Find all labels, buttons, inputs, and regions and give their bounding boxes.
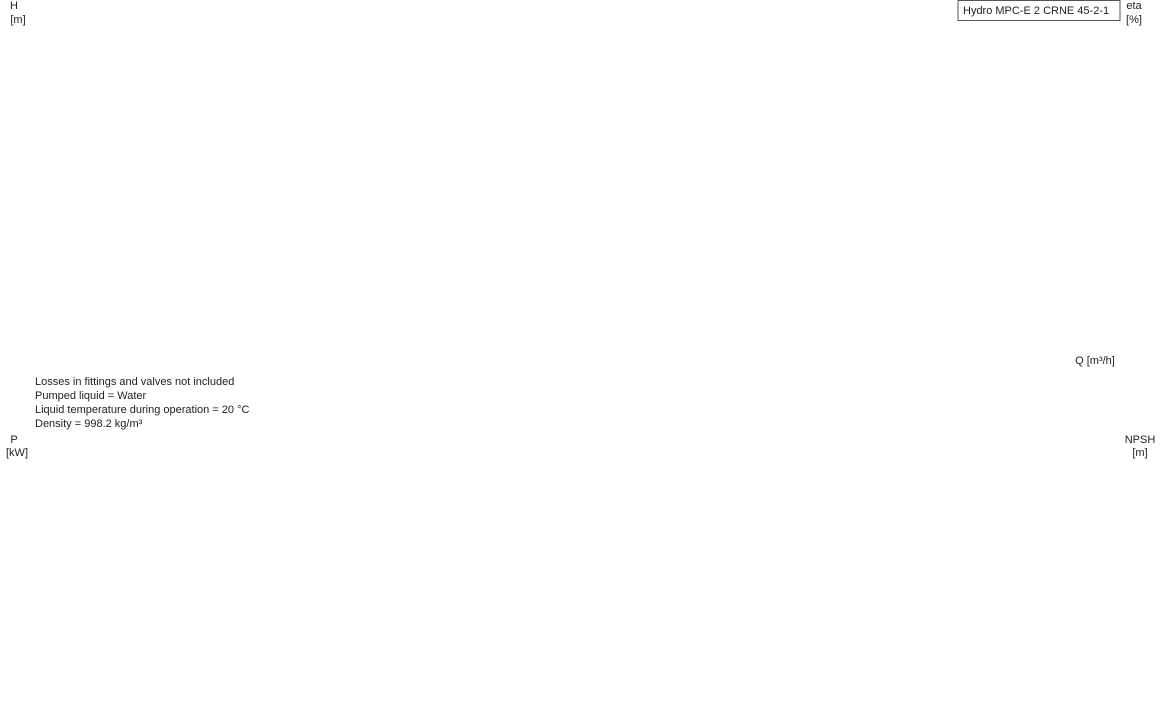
x-axis-label: Q [m³/h] — [1075, 355, 1115, 367]
note: Liquid temperature during operation = 20… — [35, 404, 250, 416]
y-axis-unit: [m] — [10, 14, 25, 26]
y2-axis-unit: [m] — [1132, 447, 1147, 459]
y2-axis-label: eta — [1126, 0, 1142, 12]
y-axis-label: H — [10, 0, 18, 12]
chart-title: Hydro MPC-E 2 CRNE 45-2-1 — [963, 5, 1109, 17]
title-box — [957, 0, 1121, 21]
y-axis-unit: [kW] — [6, 447, 28, 459]
note: Density = 998.2 kg/m³ — [35, 418, 143, 430]
y2-axis-unit: [%] — [1126, 14, 1142, 26]
note: Losses in fittings and valves not includ… — [35, 376, 234, 388]
note: Pumped liquid = Water — [35, 390, 147, 402]
y2-axis-label: NPSH — [1125, 434, 1156, 446]
y-axis-label: P — [10, 434, 17, 446]
